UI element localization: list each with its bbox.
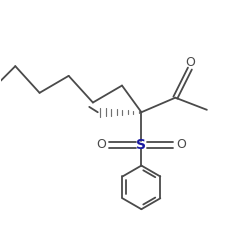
Text: O: O	[96, 138, 106, 152]
Text: S: S	[136, 138, 146, 152]
Text: O: O	[176, 138, 186, 152]
Text: O: O	[185, 56, 195, 69]
